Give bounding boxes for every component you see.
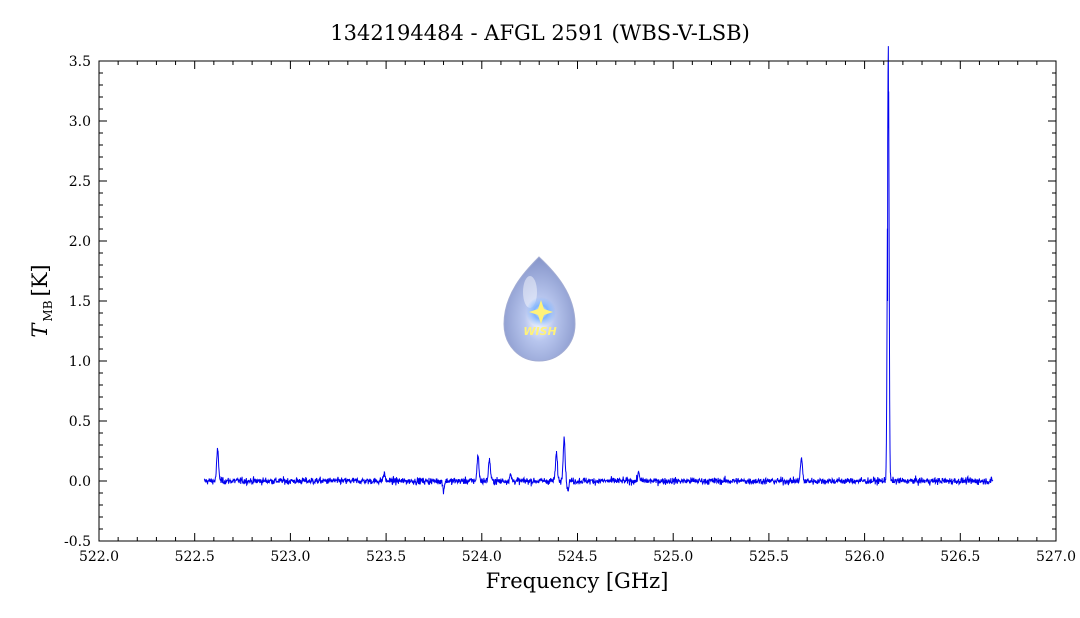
y-tick-label: 2.0 xyxy=(69,234,91,250)
y-tick-label: 3.5 xyxy=(69,54,91,70)
logo-wordmark: WISH xyxy=(523,325,556,338)
y-tick-label: 1.5 xyxy=(69,294,91,310)
x-tick-label: 524.5 xyxy=(557,549,597,565)
x-tick-label: 522.0 xyxy=(79,549,119,565)
x-tick-label: 525.5 xyxy=(749,549,789,565)
y-tick-label: -0.5 xyxy=(64,534,91,550)
x-tick-label: 523.5 xyxy=(366,549,406,565)
y-tick-label: 0.5 xyxy=(69,414,91,430)
svg-text:TMB[K]: TMB [K] xyxy=(28,264,55,337)
x-tick-label: 527.0 xyxy=(1036,549,1076,565)
x-tick-label: 522.5 xyxy=(175,549,215,565)
x-axis-label: Frequency [GHz] xyxy=(486,569,669,593)
wish-logo: WISH xyxy=(503,256,576,362)
axis-ticks xyxy=(98,60,1057,542)
y-axis-label-subscript: MB xyxy=(41,300,55,321)
spectrum-series-line xyxy=(203,46,994,495)
y-axis-label-symbol: T xyxy=(28,322,52,338)
x-tick-label: 525.0 xyxy=(653,549,693,565)
x-tick-label: 526.0 xyxy=(845,549,885,565)
y-tick-label: 2.5 xyxy=(69,174,91,190)
chart-title: 1342194484 - AFGL 2591 (WBS-V-LSB) xyxy=(330,21,750,45)
x-tick-label: 526.5 xyxy=(940,549,980,565)
x-tick-label: 523.0 xyxy=(270,549,310,565)
y-tick-label: 3.0 xyxy=(69,114,91,130)
y-axis-label: TMB [K] xyxy=(28,264,55,337)
plot-frame xyxy=(98,60,1057,542)
y-tick-label: 1.0 xyxy=(69,354,91,370)
y-tick-label: 0.0 xyxy=(69,474,91,490)
y-axis-label-unit: [K] xyxy=(28,264,52,296)
y-tick-labels: -0.5 0.0 0.5 1.0 1.5 2.0 2.5 3.0 3.5 xyxy=(64,54,91,550)
x-tick-labels: 522.0 522.5 523.0 523.5 524.0 524.5 525.0 525.5… xyxy=(79,549,1076,565)
x-tick-label: 524.0 xyxy=(462,549,502,565)
